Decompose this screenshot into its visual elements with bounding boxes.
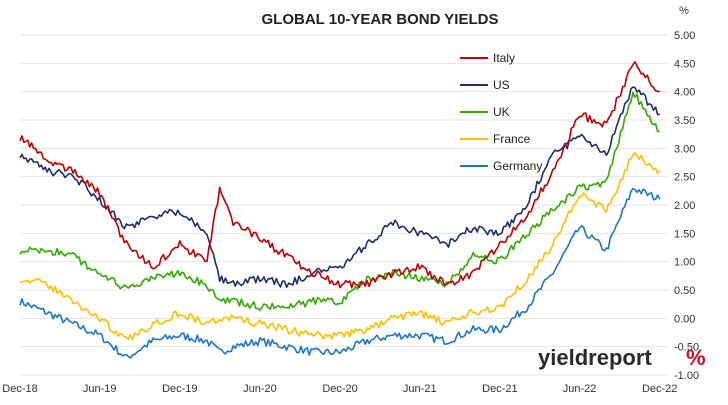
- y-tick-label: 2.50: [674, 172, 695, 184]
- x-tick-label: Jun-20: [243, 383, 277, 395]
- series-lines: [19, 61, 661, 359]
- legend-label: US: [493, 78, 510, 92]
- y-tick-label: -0.50: [674, 342, 699, 354]
- chart-title: GLOBAL 10-YEAR BOND YIELDS: [262, 11, 499, 28]
- brand-report-text: report: [588, 345, 652, 370]
- series-line-uk: [19, 91, 660, 312]
- svg-text:yieldreport: yieldreport: [538, 345, 652, 370]
- series-line-germany: [19, 187, 661, 359]
- x-tick-label: Dec-19: [162, 383, 197, 395]
- y-tick-label: 1.50: [674, 228, 695, 240]
- brand-percent-text: %: [686, 345, 706, 370]
- y-tick-label: 5.00: [674, 30, 695, 42]
- x-tick-label: Jun-22: [563, 383, 597, 395]
- y-tick-label: 0.50: [674, 285, 695, 297]
- legend: Italy US UK France Germany: [460, 51, 542, 173]
- x-tick-label: Dec-18: [2, 383, 37, 395]
- y-tick-label: 4.50: [674, 58, 695, 70]
- yieldreport-logo: yieldreport %: [538, 345, 706, 370]
- y-axis-unit-label: %: [679, 5, 689, 17]
- legend-label: UK: [493, 105, 510, 119]
- legend-label: Italy: [493, 51, 515, 65]
- y-tick-label: 4.00: [674, 87, 695, 99]
- legend-label: Germany: [493, 159, 542, 173]
- x-tick-label: Jun-21: [403, 383, 437, 395]
- series-line-italy: [19, 61, 660, 289]
- y-axis-ticks: 5.00 4.50 4.00 3.50 3.00 2.50 2.00 1.50 1.00 0.50…: [674, 30, 699, 382]
- legend-label: France: [493, 132, 531, 146]
- x-tick-label: Jun-19: [83, 383, 117, 395]
- y-tick-label: -1.00: [674, 370, 699, 382]
- y-tick-label: 1.00: [674, 257, 695, 269]
- x-tick-label: Dec-20: [322, 383, 357, 395]
- gridlines: [20, 34, 668, 376]
- x-tick-label: Dec-21: [482, 383, 517, 395]
- x-axis-ticks: Dec-18 Jun-19 Dec-19 Jun-20 Dec-20 Jun-21 Dec-…: [2, 383, 677, 395]
- y-tick-label: 0.00: [674, 313, 695, 325]
- series-line-france: [19, 152, 661, 341]
- series-line-us: [19, 86, 660, 288]
- y-tick-label: 3.50: [674, 115, 695, 127]
- y-tick-label: 2.00: [674, 200, 695, 212]
- brand-yield-text: yield: [538, 345, 588, 370]
- x-tick-label: Dec-22: [642, 383, 677, 395]
- y-tick-label: 3.00: [674, 143, 695, 155]
